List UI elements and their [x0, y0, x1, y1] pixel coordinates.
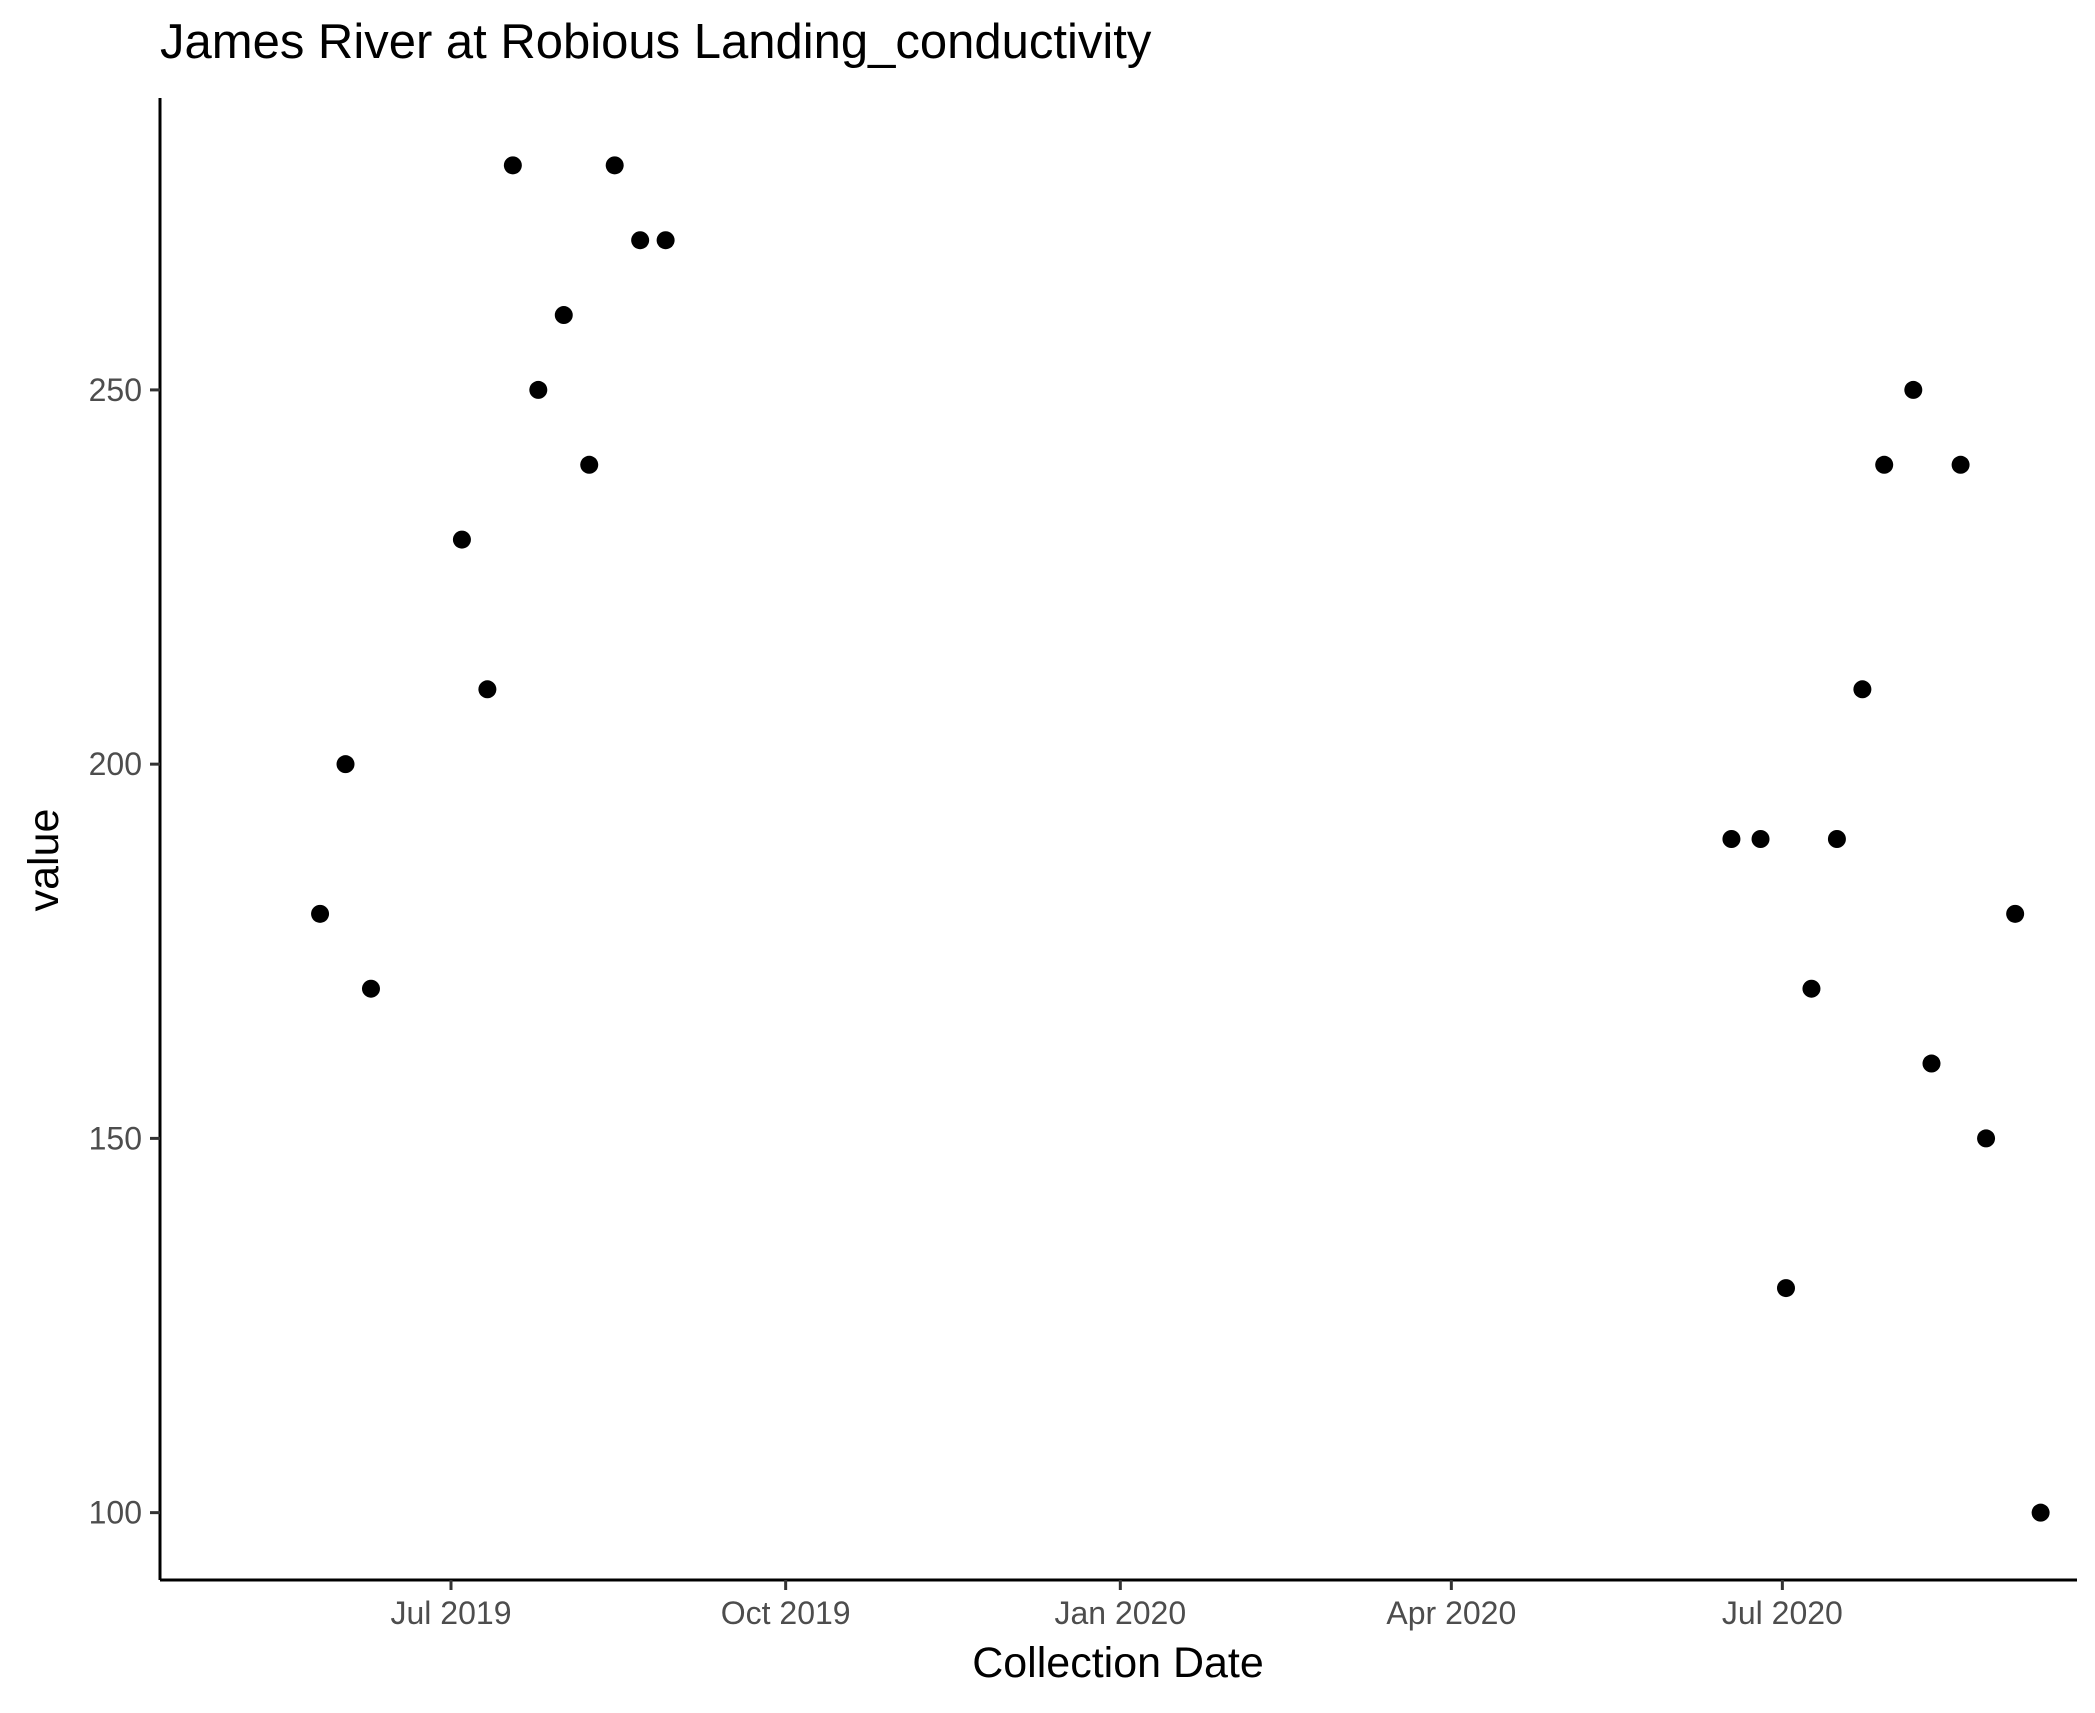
data-point	[554, 306, 573, 325]
x-tick-label: Jul 2019	[391, 1595, 512, 1631]
data-point	[1875, 455, 1894, 474]
data-point	[1922, 1054, 1941, 1073]
x-axis-title: Collection Date	[972, 1639, 1264, 1687]
data-point	[503, 156, 522, 175]
data-point	[2006, 904, 2025, 923]
x-tick-label: Apr 2020	[1386, 1595, 1516, 1631]
data-point	[1904, 380, 1923, 399]
data-point	[1751, 830, 1770, 848]
data-point	[1776, 1279, 1795, 1298]
data-point	[656, 231, 675, 250]
axes	[158, 98, 2077, 1582]
data-point	[1977, 1129, 1996, 1148]
data-point	[1722, 830, 1741, 848]
data-point	[2031, 1503, 2050, 1522]
data-points	[311, 156, 2050, 1522]
data-point	[361, 979, 380, 998]
data-point	[1802, 979, 1821, 998]
y-tick-label: 100	[89, 1495, 142, 1531]
x-tick-label: Jan 2020	[1054, 1595, 1186, 1631]
x-tick-label: Jul 2020	[1722, 1595, 1843, 1631]
x-tick-label: Oct 2019	[721, 1595, 851, 1631]
data-point	[1827, 830, 1846, 848]
y-tick-label: 150	[89, 1120, 142, 1156]
y-tick-label: 250	[89, 372, 142, 408]
data-point	[311, 904, 330, 923]
data-point	[631, 231, 650, 250]
axis-ticks: Jul 2019 Oct 2019 Jan 2020 Apr 2020 Jul 2020…	[89, 372, 1843, 1631]
data-point	[452, 530, 471, 549]
data-point	[529, 380, 548, 399]
chart-title: James River at Robious Landing_conductiv…	[160, 15, 1152, 69]
data-point	[478, 680, 497, 699]
data-point	[336, 755, 355, 774]
y-axis-title: value	[20, 809, 68, 912]
data-point	[1853, 680, 1872, 699]
data-point	[1951, 455, 1970, 474]
y-tick-label: 200	[89, 746, 142, 782]
data-point	[605, 156, 624, 175]
data-point	[580, 455, 599, 474]
